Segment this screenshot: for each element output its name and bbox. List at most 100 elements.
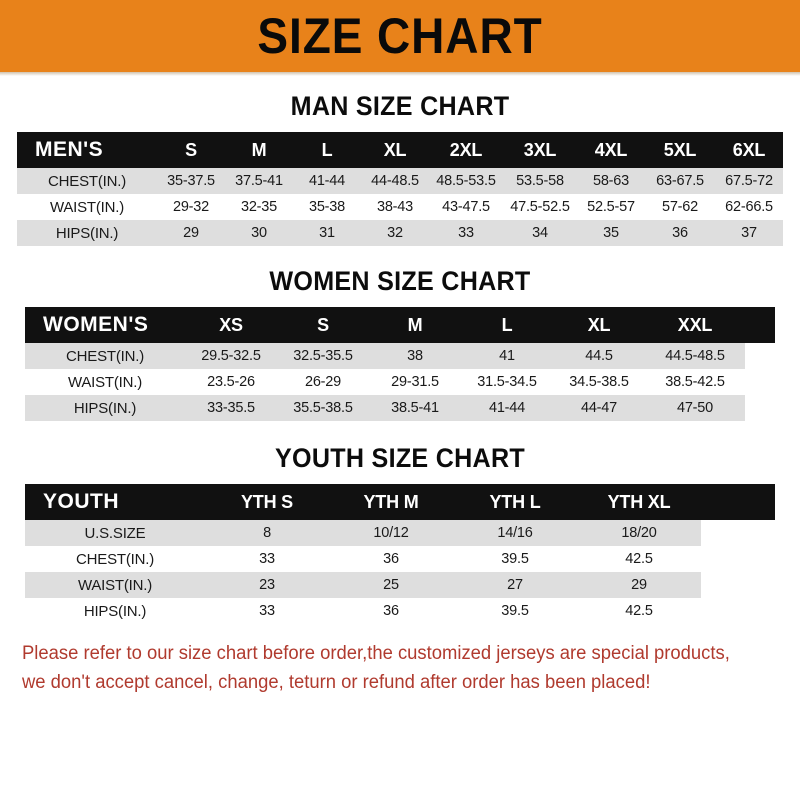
man-size-header-s: S — [157, 132, 225, 168]
youth-row-label-chest: CHEST(IN.) — [25, 546, 205, 572]
women-table-wrap: WOMEN'S XS S M L XL XXL CHEST(IN.) 29.5-… — [0, 307, 800, 421]
youth-size-table: YOUTH YTH S YTH M YTH L YTH XL U.S.SIZE … — [25, 484, 775, 624]
man-chest-m: 37.5-41 — [225, 168, 293, 194]
table-row: WAIST(IN.) 23.5-26 26-29 29-31.5 31.5-34… — [25, 369, 775, 395]
youth-hips-l: 39.5 — [453, 598, 577, 624]
women-chest-spacer — [745, 343, 775, 369]
man-row-label-hips: HIPS(IN.) — [17, 220, 157, 246]
youth-table-header-row: YOUTH YTH S YTH M YTH L YTH XL — [25, 484, 775, 520]
youth-hips-s: 33 — [205, 598, 329, 624]
women-waist-spacer — [745, 369, 775, 395]
youth-ussize-xl: 18/20 — [577, 520, 701, 546]
footer-disclaimer: Please refer to our size chart before or… — [22, 640, 755, 697]
women-chest-xxl: 44.5-48.5 — [645, 343, 745, 369]
man-size-header-4xl: 4XL — [577, 132, 645, 168]
youth-section-title: YOUTH SIZE CHART — [275, 443, 525, 473]
youth-chest-m: 36 — [329, 546, 453, 572]
women-waist-l: 31.5-34.5 — [461, 369, 553, 395]
page-title: SIZE CHART — [257, 8, 543, 64]
table-row: CHEST(IN.) 29.5-32.5 32.5-35.5 38 41 44.… — [25, 343, 775, 369]
man-hips-3xl: 34 — [503, 220, 577, 246]
man-size-header-m: M — [225, 132, 293, 168]
man-size-header-l: L — [293, 132, 361, 168]
man-hips-6xl: 37 — [715, 220, 783, 246]
man-hips-4xl: 35 — [577, 220, 645, 246]
youth-ussize-s: 8 — [205, 520, 329, 546]
youth-table-wrap: YOUTH YTH S YTH M YTH L YTH XL U.S.SIZE … — [0, 484, 800, 624]
youth-ussize-spacer — [701, 520, 775, 546]
youth-hips-m: 36 — [329, 598, 453, 624]
man-chest-s: 35-37.5 — [157, 168, 225, 194]
man-waist-m: 32-35 — [225, 194, 293, 220]
youth-row-label-us-size: U.S.SIZE — [25, 520, 205, 546]
women-row-label-chest: CHEST(IN.) — [25, 343, 185, 369]
women-size-table: WOMEN'S XS S M L XL XXL CHEST(IN.) 29.5-… — [25, 307, 775, 421]
man-chest-6xl: 67.5-72 — [715, 168, 783, 194]
women-hips-spacer — [745, 395, 775, 421]
man-hips-m: 30 — [225, 220, 293, 246]
youth-chest-s: 33 — [205, 546, 329, 572]
man-hips-s: 29 — [157, 220, 225, 246]
women-size-header-m: M — [369, 307, 461, 343]
women-chest-l: 41 — [461, 343, 553, 369]
youth-ussize-l: 14/16 — [453, 520, 577, 546]
youth-hips-xl: 42.5 — [577, 598, 701, 624]
women-size-header-xxl: XXL — [645, 307, 745, 343]
man-waist-6xl: 62-66.5 — [715, 194, 783, 220]
man-chest-xl: 44-48.5 — [361, 168, 429, 194]
man-hips-2xl: 33 — [429, 220, 503, 246]
youth-waist-s: 23 — [205, 572, 329, 598]
man-size-header-2xl: 2XL — [429, 132, 503, 168]
women-size-header-s: S — [277, 307, 369, 343]
youth-waist-xl: 29 — [577, 572, 701, 598]
table-row: WAIST(IN.) 23 25 27 29 — [25, 572, 775, 598]
women-chest-xl: 44.5 — [553, 343, 645, 369]
youth-waist-spacer — [701, 572, 775, 598]
women-chest-s: 32.5-35.5 — [277, 343, 369, 369]
women-hips-xs: 33-35.5 — [185, 395, 277, 421]
women-hips-xxl: 47-50 — [645, 395, 745, 421]
table-row: CHEST(IN.) 33 36 39.5 42.5 — [25, 546, 775, 572]
man-table-header-row: MEN'S S M L XL 2XL 3XL 4XL 5XL 6XL — [17, 132, 783, 168]
youth-ussize-m: 10/12 — [329, 520, 453, 546]
youth-chest-spacer — [701, 546, 775, 572]
man-waist-5xl: 57-62 — [645, 194, 715, 220]
women-hips-m: 38.5-41 — [369, 395, 461, 421]
footer-line-2: we don't accept cancel, change, teturn o… — [22, 671, 651, 693]
man-size-header-3xl: 3XL — [503, 132, 577, 168]
man-waist-s: 29-32 — [157, 194, 225, 220]
man-waist-3xl: 47.5-52.5 — [503, 194, 577, 220]
women-row-label-hips: HIPS(IN.) — [25, 395, 185, 421]
youth-row-label-hips: HIPS(IN.) — [25, 598, 205, 624]
women-header-spacer — [745, 307, 775, 343]
table-row: HIPS(IN.) 33 36 39.5 42.5 — [25, 598, 775, 624]
women-size-header-xs: XS — [185, 307, 277, 343]
man-size-header-5xl: 5XL — [645, 132, 715, 168]
table-row: HIPS(IN.) 29 30 31 32 33 34 35 36 37 — [17, 220, 783, 246]
youth-size-header-s: YTH S — [205, 484, 329, 520]
women-table-header-row: WOMEN'S XS S M L XL XXL — [25, 307, 775, 343]
man-waist-l: 35-38 — [293, 194, 361, 220]
man-chest-2xl: 48.5-53.5 — [429, 168, 503, 194]
man-chest-4xl: 58-63 — [577, 168, 645, 194]
page-banner: SIZE CHART — [0, 0, 800, 72]
table-row: CHEST(IN.) 35-37.5 37.5-41 41-44 44-48.5… — [17, 168, 783, 194]
youth-waist-m: 25 — [329, 572, 453, 598]
banner-shadow — [0, 72, 800, 76]
table-row: U.S.SIZE 8 10/12 14/16 18/20 — [25, 520, 775, 546]
women-chest-m: 38 — [369, 343, 461, 369]
youth-chest-xl: 42.5 — [577, 546, 701, 572]
man-waist-4xl: 52.5-57 — [577, 194, 645, 220]
man-chest-3xl: 53.5-58 — [503, 168, 577, 194]
youth-size-header-l: YTH L — [453, 484, 577, 520]
table-row: WAIST(IN.) 29-32 32-35 35-38 38-43 43-47… — [17, 194, 783, 220]
women-waist-xl: 34.5-38.5 — [553, 369, 645, 395]
man-chest-5xl: 63-67.5 — [645, 168, 715, 194]
women-hips-l: 41-44 — [461, 395, 553, 421]
women-hips-xl: 44-47 — [553, 395, 645, 421]
man-chest-l: 41-44 — [293, 168, 361, 194]
youth-waist-l: 27 — [453, 572, 577, 598]
man-row-label-waist: WAIST(IN.) — [17, 194, 157, 220]
women-header-label: WOMEN'S — [25, 307, 185, 343]
